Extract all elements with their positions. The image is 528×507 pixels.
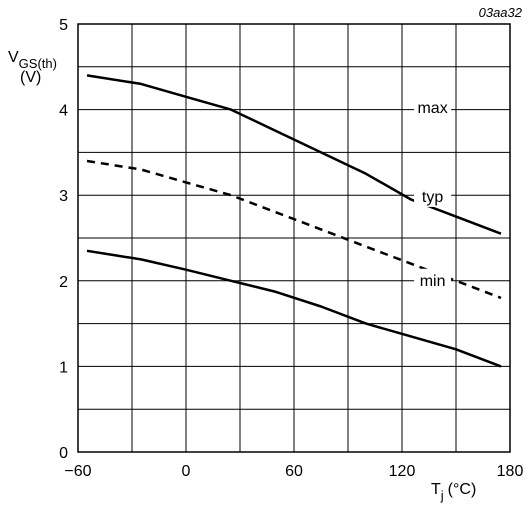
x-tick-label: 60: [285, 463, 303, 480]
series-line-max: [86, 74, 502, 235]
x-axis-title-main: T: [431, 481, 441, 498]
x-tick-label: 120: [389, 463, 416, 480]
series-label-bg: [414, 95, 452, 118]
y-tick-label: 0: [59, 445, 68, 462]
series-label-max: max: [417, 100, 447, 117]
x-axis-title: Tj (°C): [431, 481, 476, 503]
series-label-bg: [414, 184, 452, 207]
y-tick-label: 4: [59, 103, 68, 120]
y-axis-title-main: V: [8, 49, 19, 66]
y-tick-label: 5: [59, 17, 68, 34]
y-tick-label: 2: [59, 274, 68, 291]
series-line-min: [86, 249, 502, 368]
series-label-min: min: [420, 273, 446, 290]
plot-frame: [77, 23, 511, 453]
x-axis-title-unit: (°C): [448, 481, 477, 498]
series-label-typ: typ: [422, 189, 443, 206]
y-axis-title-sub: GS(th): [19, 56, 57, 71]
series-label-bg: [414, 268, 452, 291]
x-axis-title-sub: j: [440, 488, 444, 503]
series-labels: max typ min: [414, 95, 452, 291]
y-tick-labels: 0 1 2 3 4 5: [59, 17, 68, 462]
x-tick-label: 0: [182, 463, 191, 480]
grid-lines: [78, 24, 510, 452]
y-axis-unit: (V): [20, 69, 41, 86]
x-tick-labels: −60 0 60 120 180: [64, 463, 523, 480]
x-tick-label: 180: [497, 463, 524, 480]
y-tick-label: 1: [59, 359, 68, 376]
x-tick-label: −60: [64, 463, 91, 480]
figure-code: 03aa32: [479, 5, 523, 20]
y-axis-title: VGS(th): [8, 49, 57, 71]
y-tick-label: 3: [59, 188, 68, 205]
